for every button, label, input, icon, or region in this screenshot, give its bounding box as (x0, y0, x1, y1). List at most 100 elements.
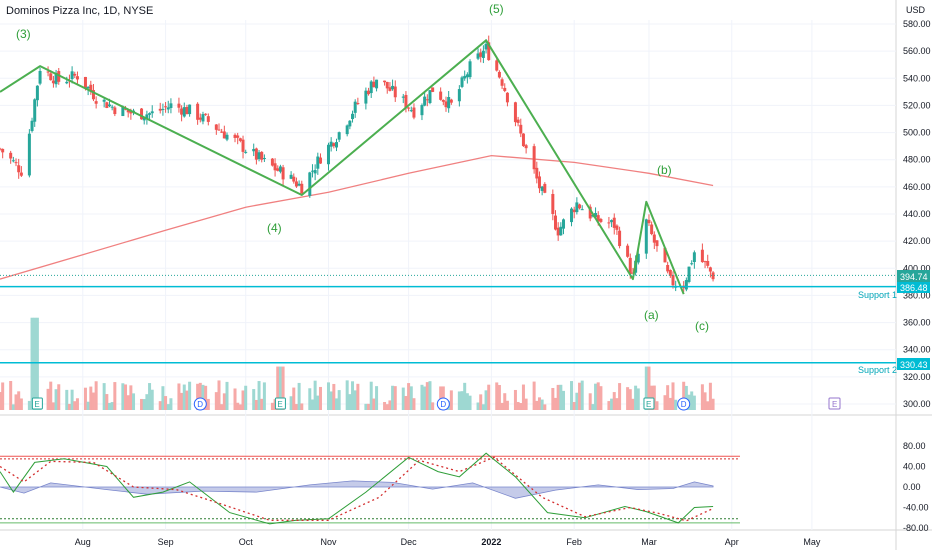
volume-bar (618, 383, 622, 410)
candle-body (27, 133, 31, 176)
volume-bar (129, 385, 133, 410)
volume-bar (505, 400, 509, 410)
earnings-badge[interactable] (643, 397, 655, 410)
volume-bar (420, 384, 424, 410)
volume-bar (663, 395, 667, 410)
candle-body (121, 106, 125, 117)
candle-body (570, 208, 574, 223)
price-tick-label: 400.00 (903, 263, 931, 273)
volume-bar (513, 389, 517, 410)
candle-body (83, 76, 87, 89)
volume-bar (292, 387, 296, 410)
osc-tick-label: -40.00 (903, 503, 929, 513)
wave-label-a: (a) (644, 308, 659, 322)
candle-body (110, 106, 114, 108)
candle-body (182, 107, 186, 117)
candle-body (687, 266, 691, 282)
ma200-line (0, 154, 714, 280)
candle-body (684, 280, 688, 290)
volume-bar (262, 382, 266, 410)
volume-bar (222, 393, 226, 410)
earnings-badge[interactable] (31, 397, 43, 410)
volume-bar (150, 389, 154, 410)
wave-label-3: (3) (16, 27, 31, 41)
support-2-text: 330.43 (900, 360, 928, 370)
candle-body (516, 119, 520, 123)
volume-bar (332, 383, 336, 410)
volume-bar (682, 381, 686, 410)
candle-body (19, 172, 23, 176)
candle-body (17, 165, 21, 173)
volume-bar (278, 366, 282, 410)
volume-bar (1, 382, 5, 410)
candle-body (706, 260, 710, 266)
volume-bar (591, 404, 595, 410)
candle-body (671, 275, 675, 286)
price-tick-label: 340.00 (903, 345, 931, 355)
time-tick-label: Sep (158, 537, 174, 547)
volume-bar (487, 384, 491, 410)
volume-bar (612, 392, 616, 410)
last-price-badge (897, 270, 930, 282)
volume-bar (655, 401, 659, 410)
volume-bar (668, 397, 672, 410)
currency-label: USD (906, 5, 926, 15)
volume-bar (214, 392, 218, 410)
volume-bar (519, 403, 523, 410)
volume-bar (463, 382, 467, 410)
volume-bar (674, 399, 678, 410)
volume-bar (281, 366, 285, 410)
candle-body (148, 113, 152, 115)
candle-body (313, 170, 317, 174)
earnings-badge[interactable] (274, 397, 286, 410)
volume-bar (166, 404, 170, 410)
candle-body (535, 167, 539, 179)
dividend-badge[interactable] (677, 397, 691, 411)
candle-body (289, 174, 293, 179)
volume-bar (113, 382, 117, 410)
candle-body (559, 226, 563, 236)
time-tick-label: Nov (320, 537, 337, 547)
volume-bar (353, 390, 357, 410)
candle-body (75, 76, 79, 80)
candle-body (222, 131, 226, 139)
candle-body (409, 110, 413, 112)
volume-bar (289, 396, 293, 410)
elliott-wave-line[interactable] (0, 39, 685, 295)
volume-bar (49, 381, 53, 410)
candle-body (372, 81, 376, 88)
dividend-badge[interactable] (436, 397, 450, 411)
volume-bar (401, 387, 405, 410)
wave-label-5: (5) (489, 2, 504, 16)
volume-bar (524, 398, 528, 410)
volume-bar (559, 384, 563, 410)
upcoming-earnings-badge[interactable] (828, 397, 841, 410)
candle-body (650, 224, 654, 235)
candle-body (214, 124, 218, 130)
volume-bar (196, 383, 200, 410)
volume-bar (0, 392, 2, 410)
price-tick-label: 580.00 (903, 19, 931, 29)
candle-body (562, 219, 566, 229)
volume-bar (236, 402, 240, 410)
volume-bar (351, 381, 355, 410)
candle-body (460, 77, 464, 87)
time-tick-label: May (803, 537, 821, 547)
volume-bar (449, 390, 453, 410)
time-tick-label: Apr (725, 537, 739, 547)
candle-body (393, 86, 397, 98)
volume-bar (647, 366, 651, 410)
volume-bar (161, 386, 165, 410)
dividend-badge[interactable] (193, 397, 207, 411)
volume-bar (572, 402, 576, 410)
candle-body (332, 143, 336, 147)
candle-body (335, 142, 339, 148)
candle-body (711, 272, 715, 280)
candle-body (129, 111, 133, 114)
volume-bar (540, 399, 544, 410)
candle-body (356, 103, 360, 105)
candle-body (185, 106, 189, 115)
candle-body (599, 219, 603, 222)
volume-bar (369, 381, 373, 410)
